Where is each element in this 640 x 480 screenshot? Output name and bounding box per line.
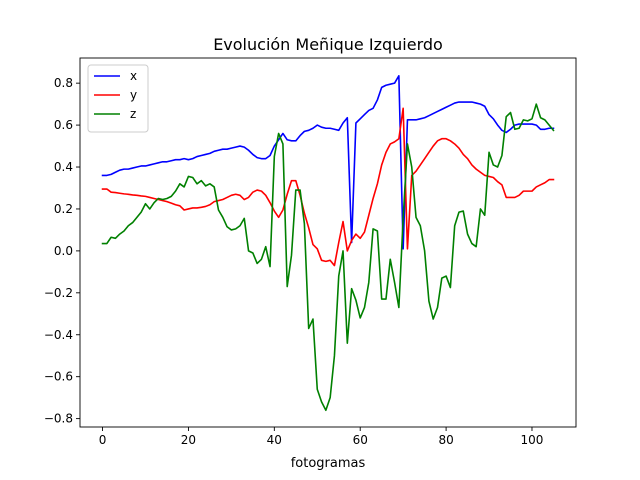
y-tick-label: 0.8 <box>54 76 73 90</box>
x-tick-label: 100 <box>521 433 544 447</box>
legend-label-x: x <box>130 69 137 83</box>
legend-label-y: y <box>130 88 137 102</box>
plot-area: 0 20 40 60 80 100 −0.8 −0.6 −0.4 −0.2 0.0 0.2 0.4 0.6… <box>44 57 577 447</box>
y-tick-label: −0.4 <box>44 328 73 342</box>
y-tick-label: −0.8 <box>44 412 73 426</box>
x-tick-label: 0 <box>99 433 107 447</box>
y-tick-label: 0.2 <box>54 202 73 216</box>
legend-label-z: z <box>130 107 136 121</box>
legend: xyz <box>87 64 149 133</box>
x-tick-label: 60 <box>353 433 368 447</box>
x-tick-label: 20 <box>181 433 196 447</box>
series-line-y <box>101 107 555 267</box>
series-line-z <box>101 103 555 412</box>
series-line-x <box>101 75 555 250</box>
y-tick-label: 0.6 <box>54 118 73 132</box>
legend-box <box>87 64 149 133</box>
y-tick-label: 0.4 <box>54 160 73 174</box>
x-tick-label: 40 <box>267 433 282 447</box>
axes-frame <box>79 57 577 428</box>
y-tick-label: 0.0 <box>54 244 73 258</box>
x-tick-label: 80 <box>438 433 453 447</box>
y-tick-label: −0.6 <box>44 370 73 384</box>
chart-title: Evolución Meñique Izquierdo <box>213 35 443 54</box>
y-tick-label: −0.2 <box>44 286 73 300</box>
x-axis-label: fotogramas <box>291 456 366 471</box>
